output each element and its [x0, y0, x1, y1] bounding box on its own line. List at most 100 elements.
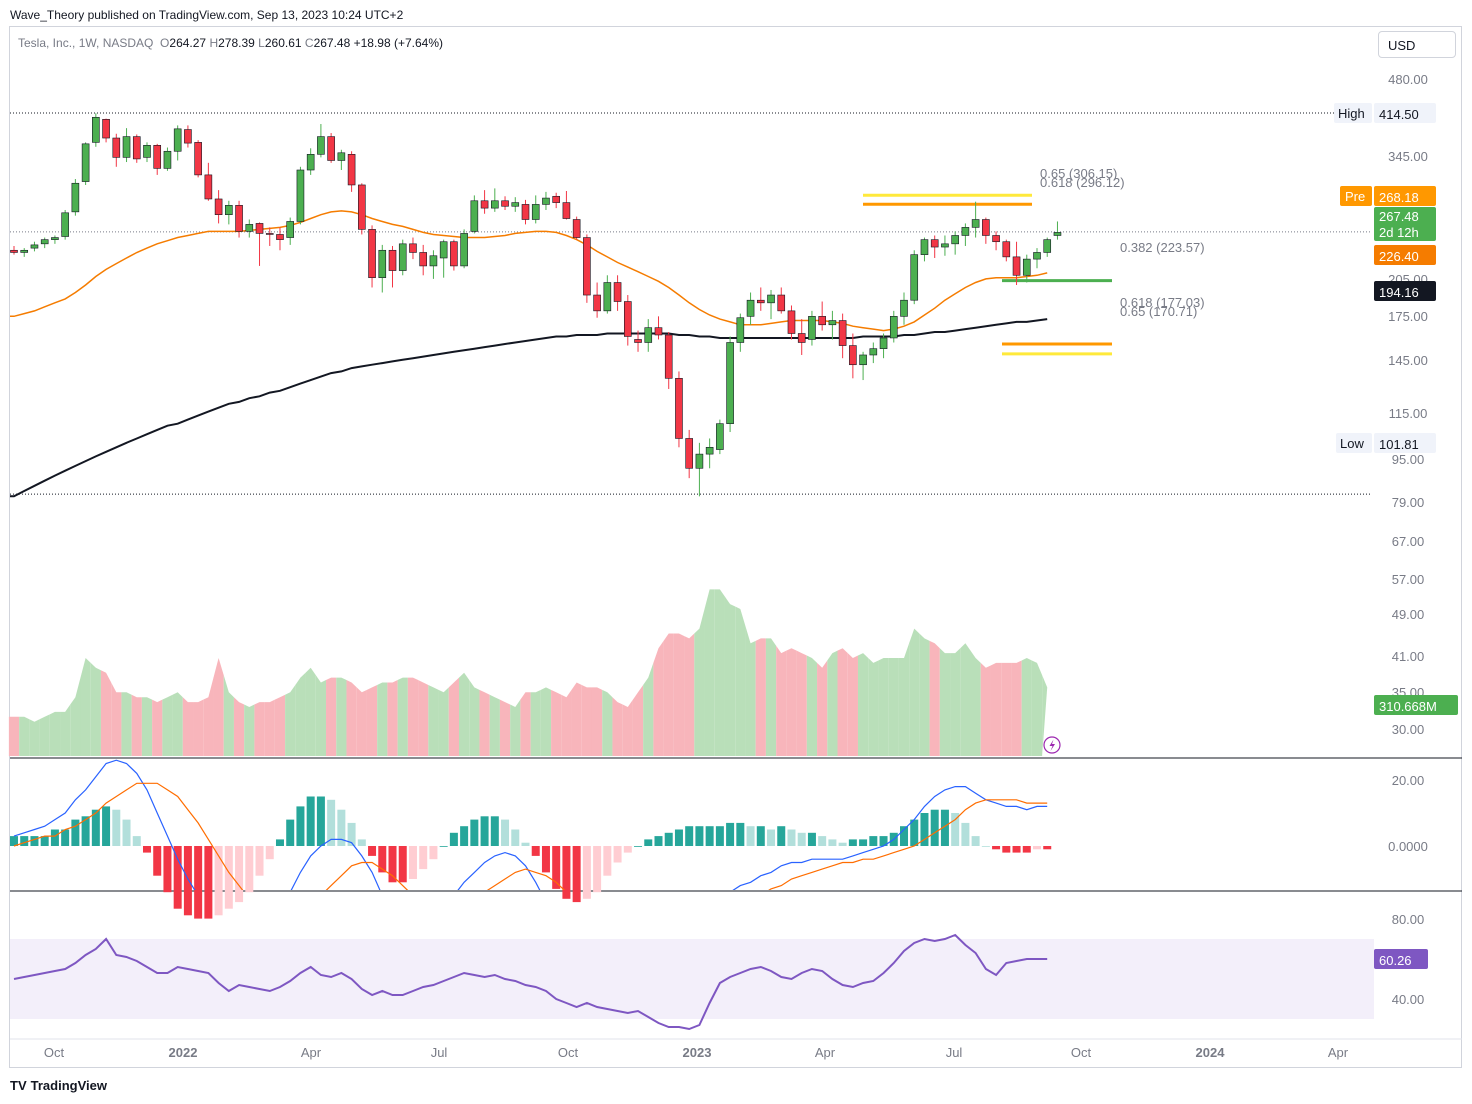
- macd-histogram-bar: [368, 846, 377, 856]
- candle-body: [337, 152, 346, 161]
- candle-body: [255, 223, 264, 234]
- volume-bar: [90, 662, 101, 756]
- volume-bar: [100, 670, 112, 756]
- symbol-name[interactable]: Tesla, Inc., 1W, NASDAQ: [18, 36, 154, 50]
- candle-body: [306, 154, 315, 171]
- candle-body: [511, 202, 520, 207]
- currency-button[interactable]: USD: [1378, 31, 1456, 58]
- macd-histogram-bar: [623, 846, 632, 853]
- candle-body: [214, 198, 223, 215]
- candle-body: [531, 204, 540, 220]
- price-axis-tick: 30.00: [1392, 722, 1425, 737]
- candle-body: [593, 294, 601, 312]
- ma-long-tag: 194.16: [1379, 285, 1419, 300]
- candle-body: [204, 174, 213, 200]
- chart-frame: [9, 26, 1462, 1068]
- volume-tag: 310.668M: [1379, 699, 1437, 714]
- volume-bar: [684, 633, 695, 756]
- candle-body: [716, 423, 724, 450]
- candle-body: [583, 237, 591, 296]
- candle-body: [828, 320, 837, 326]
- volume-bar: [980, 662, 991, 756]
- rsi-tag-bg: [1374, 949, 1428, 969]
- volume-bar: [448, 677, 460, 756]
- macd-histogram-bar: [726, 822, 735, 846]
- candle-body: [879, 337, 888, 349]
- volume-bar: [121, 692, 132, 756]
- price-axis-tick: 49.00: [1392, 607, 1425, 622]
- candle-body: [572, 219, 581, 238]
- candle-body: [982, 219, 990, 236]
- candle-body: [849, 345, 857, 366]
- candle-body: [61, 212, 69, 237]
- volume-bar: [131, 694, 142, 756]
- candle-body: [930, 239, 939, 248]
- candle-body: [961, 227, 970, 236]
- macd-histogram-bar: [756, 826, 765, 846]
- candle-body: [889, 316, 898, 339]
- volume-bar: [663, 633, 674, 756]
- signal-line: [13, 782, 1048, 890]
- volume-bar: [561, 689, 572, 756]
- fib-level-label: 0.618 (296.12): [1040, 175, 1125, 190]
- macd-histogram-bar: [398, 846, 407, 883]
- macd-histogram-bar: [562, 846, 571, 899]
- volume-bar: [499, 699, 511, 756]
- candle-body: [971, 219, 980, 228]
- candle-body: [30, 244, 39, 249]
- volume-bar: [950, 648, 961, 756]
- macd-histogram-bar: [378, 846, 387, 873]
- volume-bar: [254, 702, 265, 756]
- candle-body: [419, 252, 428, 267]
- volume-bar: [459, 672, 470, 756]
- pre-tag-value: 268.18: [1379, 190, 1419, 205]
- low-tag-value-bg: [1374, 433, 1436, 453]
- macd-histogram-bar: [296, 806, 305, 846]
- candle-body: [480, 200, 489, 209]
- macd-histogram-bar: [848, 839, 857, 846]
- candle-body: [664, 334, 673, 379]
- volume-bar: [356, 687, 367, 756]
- macd-histogram-bar: [664, 832, 673, 846]
- candle-body: [378, 249, 387, 278]
- macd-line: [13, 759, 1048, 890]
- macd-histogram-bar: [501, 819, 510, 846]
- last-price-tag-bg: [1374, 207, 1436, 241]
- macd-histogram-bar: [1033, 846, 1041, 850]
- candle-body: [358, 184, 366, 230]
- macd-histogram-bar: [552, 846, 561, 889]
- volume-bar: [909, 628, 920, 756]
- publisher-line: Wave_Theory published on TradingView.com…: [10, 8, 404, 22]
- volume-bar: [551, 689, 562, 756]
- tradingview-logo[interactable]: TV TradingView: [10, 1078, 107, 1093]
- close-value: 267.48: [313, 36, 351, 50]
- volume-bar: [704, 589, 715, 756]
- volume-bar: [428, 684, 439, 756]
- macd-histogram-bar: [1043, 846, 1052, 850]
- volume-bar: [786, 648, 797, 756]
- candle-body: [153, 145, 162, 169]
- candle-body: [542, 197, 550, 205]
- macd-histogram-bar: [347, 822, 356, 846]
- macd-histogram-bar: [951, 813, 960, 846]
- volume-bar: [336, 677, 347, 756]
- macd-histogram-bar: [61, 829, 70, 846]
- macd-histogram-bar: [275, 839, 284, 846]
- volume-bar: [182, 697, 194, 756]
- candle-body: [859, 354, 867, 366]
- volume-bar: [152, 699, 163, 756]
- macd-histogram-bar: [235, 846, 244, 903]
- volume-bar: [1011, 660, 1022, 756]
- candle-body: [552, 195, 560, 203]
- volume-bar: [141, 697, 153, 756]
- candle-body: [368, 229, 376, 278]
- candle-body: [163, 150, 172, 169]
- price-axis-tick: 41.00: [1392, 649, 1425, 664]
- low-tag-label: Low: [1340, 436, 1364, 451]
- candle-body: [347, 154, 356, 186]
- macd-histogram-bar: [828, 839, 837, 846]
- volume-bar: [745, 626, 756, 756]
- candle-body: [460, 233, 468, 267]
- close-label: C: [304, 36, 314, 50]
